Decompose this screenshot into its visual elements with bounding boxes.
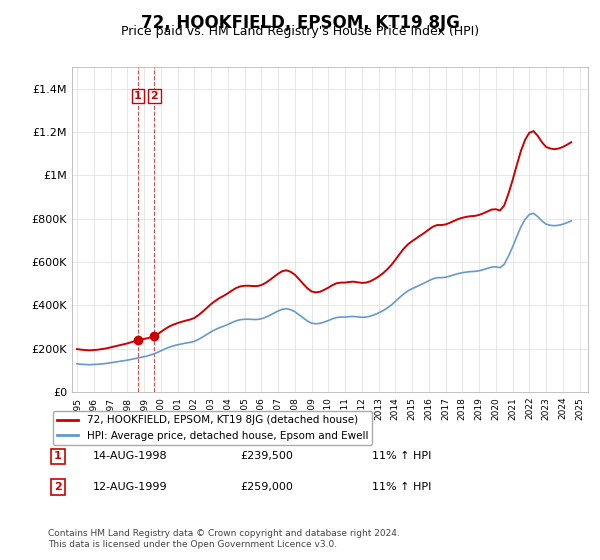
Text: £259,000: £259,000 <box>240 482 293 492</box>
Text: 12-AUG-1999: 12-AUG-1999 <box>93 482 167 492</box>
Text: 14-AUG-1998: 14-AUG-1998 <box>93 451 167 461</box>
Text: 72, HOOKFIELD, EPSOM, KT19 8JG: 72, HOOKFIELD, EPSOM, KT19 8JG <box>140 14 460 32</box>
Text: 1: 1 <box>54 451 62 461</box>
Text: £239,500: £239,500 <box>240 451 293 461</box>
Legend: 72, HOOKFIELD, EPSOM, KT19 8JG (detached house), HPI: Average price, detached ho: 72, HOOKFIELD, EPSOM, KT19 8JG (detached… <box>53 411 372 445</box>
Text: 1: 1 <box>134 91 142 101</box>
Text: Contains HM Land Registry data © Crown copyright and database right 2024.
This d: Contains HM Land Registry data © Crown c… <box>48 529 400 549</box>
Text: 11% ↑ HPI: 11% ↑ HPI <box>372 451 431 461</box>
Text: Price paid vs. HM Land Registry's House Price Index (HPI): Price paid vs. HM Land Registry's House … <box>121 25 479 38</box>
Text: 11% ↑ HPI: 11% ↑ HPI <box>372 482 431 492</box>
Text: 2: 2 <box>54 482 62 492</box>
Text: 2: 2 <box>151 91 158 101</box>
